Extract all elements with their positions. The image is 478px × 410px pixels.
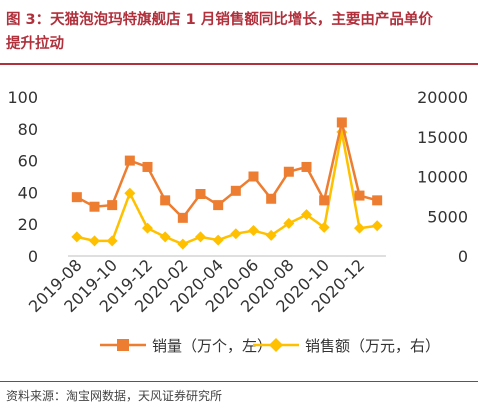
sales-volume-point	[213, 200, 224, 211]
sales-volume-point	[71, 192, 82, 203]
sales-amount-point	[89, 235, 100, 247]
sales-volume-point	[372, 195, 383, 206]
left-tick-label: 100	[7, 88, 38, 107]
sales-volume-point	[283, 166, 294, 177]
sales-amount-point	[318, 221, 330, 233]
plot-area	[71, 117, 383, 250]
left-tick-label: 40	[18, 183, 38, 202]
legend-sales-amount-label: 销售额（万元，右）	[305, 337, 440, 355]
sales-amount-point	[230, 228, 242, 240]
left-tick-label: 0	[28, 247, 38, 266]
right-tick-label: 15000	[417, 128, 468, 147]
sales-volume-point	[142, 161, 153, 172]
sales-volume-line	[76, 122, 378, 220]
sales-amount-point	[371, 220, 383, 232]
sales-volume-point	[177, 212, 188, 223]
sales-volume-point	[107, 200, 118, 211]
right-tick-label: 10000	[417, 168, 468, 187]
sales-amount-point	[354, 222, 365, 234]
right-tick-label: 20000	[417, 88, 468, 107]
sales-amount-line	[76, 131, 378, 246]
sales-amount-point	[212, 234, 224, 246]
legend-sales-volume-marker	[117, 339, 129, 351]
sales-amount-point	[106, 235, 118, 247]
figure-title-line-1: 图 3：天猫泡泡玛特旗舰店 1 月销售额同比增长，主要由产品单价	[6, 12, 433, 28]
x-axis: 2019-082019-102019-122020-022020-042020-…	[25, 255, 368, 316]
sales-volume-point	[301, 161, 312, 172]
legend-sales-amount-marker	[269, 338, 283, 352]
sales-volume-point	[248, 171, 259, 182]
left-tick-label: 60	[18, 152, 38, 171]
chart: 0 20 40 60 80 100 0 5000 10000 15000 20000 2019-0…	[7, 88, 468, 355]
sales-amount-point	[265, 229, 277, 241]
sales-amount-point	[195, 231, 206, 243]
sales-volume-point	[230, 185, 241, 196]
sales-volume-point	[319, 195, 330, 206]
right-tick-label: 5000	[427, 207, 468, 226]
right-tick-label: 0	[458, 247, 468, 266]
right-axis: 0 5000 10000 15000 20000	[417, 88, 468, 266]
sales-amount-point	[142, 222, 153, 234]
sales-amount-point	[159, 231, 171, 243]
sales-volume-point	[89, 201, 100, 212]
left-tick-label: 20	[18, 215, 38, 234]
legend: 销量（万个，左） 销售额（万元，右）	[100, 337, 440, 355]
source-note: 资料来源：淘宝网数据，天风证券研究所	[6, 389, 223, 403]
source-divider	[0, 381, 478, 382]
figure-title: 图 3：天猫泡泡玛特旗舰店 1 月销售额同比增长，主要由产品单价 提升拉动	[6, 8, 472, 56]
title-divider	[0, 63, 478, 65]
sales-volume-point	[124, 155, 135, 166]
sales-amount-point	[177, 238, 189, 250]
sales-amount-point	[283, 217, 295, 229]
figure-title-line-2: 提升拉动	[6, 36, 64, 52]
left-axis: 0 20 40 60 80 100	[7, 88, 38, 266]
sales-amount-point	[336, 126, 348, 138]
legend-sales-volume-label: 销量（万个，左）	[152, 337, 272, 355]
sales-amount-point	[71, 231, 83, 243]
sales-volume-point	[354, 190, 365, 201]
sales-amount-point	[301, 209, 312, 221]
sales-volume-point	[160, 195, 171, 206]
sales-volume-point	[336, 117, 347, 128]
sales-amount-point	[248, 225, 259, 237]
sales-volume-point	[266, 193, 277, 204]
sales-amount-point	[124, 187, 136, 199]
sales-volume-point	[195, 188, 206, 199]
left-tick-label: 80	[18, 120, 38, 139]
